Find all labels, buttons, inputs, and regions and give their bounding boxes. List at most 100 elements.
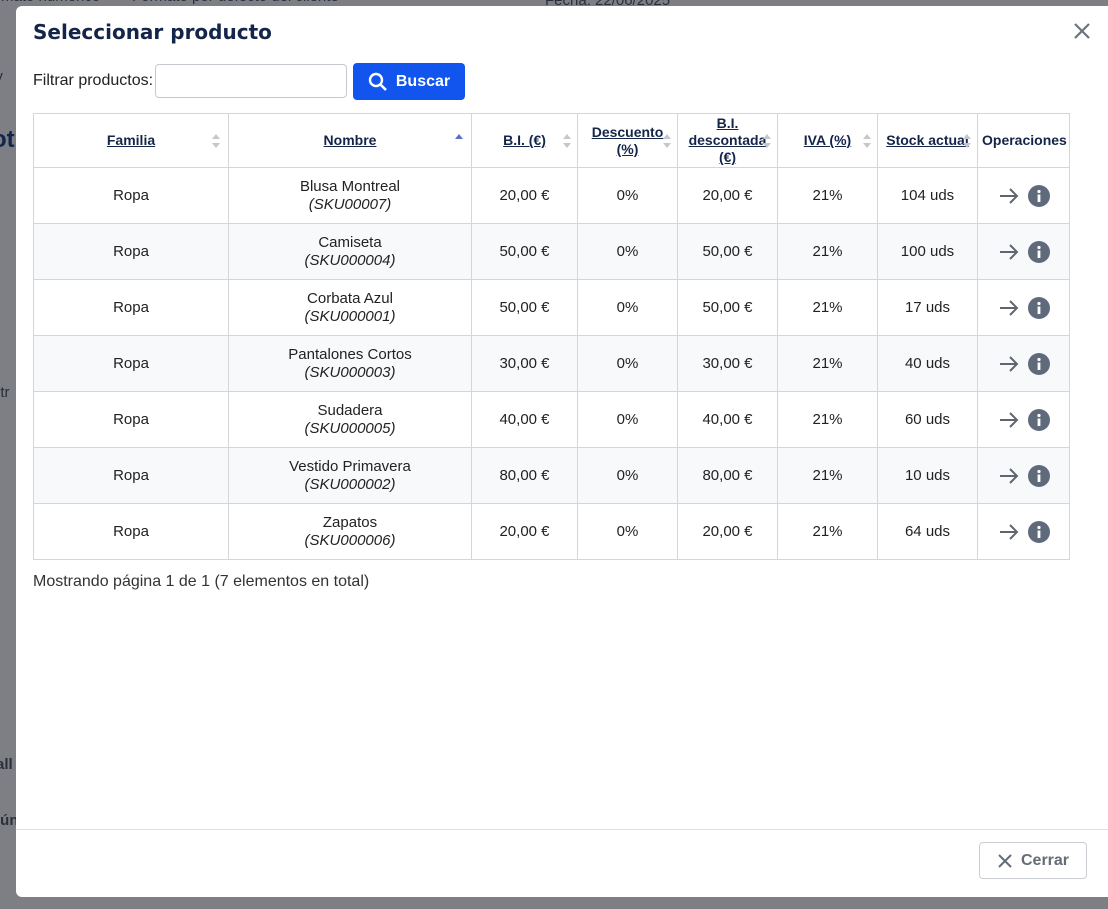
cell-value: 20,00 €	[677, 167, 778, 224]
background-text: lún	[0, 812, 19, 829]
product-name: Blusa Montreal	[299, 177, 401, 195]
close-x[interactable]	[1073, 22, 1091, 40]
select-arrow[interactable]	[998, 297, 1020, 319]
table-row: Ropa Pantalones Cortos (SKU000003) 30,00 €0…	[33, 335, 1070, 392]
cell-name: Pantalones Cortos (SKU000003)	[228, 335, 472, 392]
product-sku: (SKU000005)	[304, 419, 396, 437]
sort-icon	[763, 134, 771, 148]
sort-icon	[863, 134, 871, 148]
column-header[interactable]: Descuento (%)	[577, 113, 678, 168]
info-icon[interactable]	[1027, 184, 1050, 207]
close-label: Cerrar	[1020, 851, 1070, 869]
column-header[interactable]: Stock actual	[877, 113, 978, 168]
column-header[interactable]: Nombre	[228, 113, 472, 168]
table-row: Ropa Vestido Primavera (SKU000002) 80,00 €0…	[33, 447, 1070, 504]
cell-family: Ropa	[33, 335, 229, 392]
cell-operations	[977, 167, 1070, 224]
select-arrow[interactable]	[998, 241, 1020, 263]
product-name: Sudadera	[317, 401, 383, 419]
cell-operations	[977, 223, 1070, 280]
column-title: Familia	[106, 132, 156, 148]
cell-value: 50,00 €	[471, 279, 578, 336]
footer-separator	[16, 829, 1108, 830]
cell-value: 0%	[577, 391, 678, 448]
product-sku: (SKU000006)	[304, 531, 396, 549]
search-button[interactable]: Buscar	[353, 63, 465, 100]
cell-value: 0%	[577, 223, 678, 280]
cell-operations	[977, 503, 1070, 560]
select-arrow[interactable]	[998, 465, 1020, 487]
cell-value: 0%	[577, 335, 678, 392]
cell-value: 0%	[577, 447, 678, 504]
select-arrow[interactable]	[998, 185, 1020, 207]
cell-name: Blusa Montreal (SKU00007)	[228, 167, 472, 224]
header-row: Familia Nombre B.I. (€) Descuento (%) B.I. d…	[33, 113, 1070, 168]
column-title: Nombre	[323, 132, 377, 148]
product-sku: (SKU000001)	[304, 307, 396, 325]
cell-operations	[977, 279, 1070, 336]
select-arrow[interactable]	[998, 353, 1020, 375]
background-text: Fecha: 22/06/2025	[545, 0, 671, 9]
cell-value: 21%	[777, 391, 878, 448]
filter-input[interactable]	[155, 64, 347, 98]
cell-operations	[977, 335, 1070, 392]
cell-value: 17 uds	[877, 279, 978, 336]
info-icon[interactable]	[1027, 520, 1050, 543]
cell-value: 0%	[577, 503, 678, 560]
filter-label: Filtrar productos:	[33, 72, 154, 89]
background-text: otr	[0, 384, 10, 401]
cell-value: 50,00 €	[677, 279, 778, 336]
pagination-text: Mostrando página 1 de 1 (7 elementos en …	[33, 573, 370, 590]
info-icon[interactable]	[1027, 296, 1050, 319]
background-text: Formato por defecto del cliente	[132, 0, 339, 5]
sort-icon	[563, 134, 571, 148]
info-icon[interactable]	[1027, 352, 1050, 375]
info-icon[interactable]	[1027, 240, 1050, 263]
sort-icon	[212, 134, 220, 148]
cell-value: 21%	[777, 279, 878, 336]
cell-value: 64 uds	[877, 503, 978, 560]
product-name: Corbata Azul	[307, 289, 393, 307]
product-name: Zapatos	[322, 513, 378, 531]
cell-value: 10 uds	[877, 447, 978, 504]
info-icon[interactable]	[1027, 464, 1050, 487]
product-name: Vestido Primavera	[289, 457, 411, 475]
search-label: Buscar	[395, 72, 451, 90]
background-text: rmato numérico	[0, 0, 100, 5]
cell-value: 60 uds	[877, 391, 978, 448]
cell-value: 40 uds	[877, 335, 978, 392]
info-icon[interactable]	[1027, 408, 1050, 431]
close-button[interactable]: Cerrar	[979, 842, 1087, 879]
background-text: ot	[0, 126, 15, 153]
cell-value: 21%	[777, 503, 878, 560]
table-row: Ropa Sudadera (SKU000005) 40,00 €0% 40,00 €2…	[33, 391, 1070, 448]
column-header[interactable]: Familia	[33, 113, 229, 168]
cell-value: 0%	[577, 279, 678, 336]
column-title: B.I. (€)	[503, 132, 546, 148]
cell-value: 80,00 €	[471, 447, 578, 504]
cell-value: 80,00 €	[677, 447, 778, 504]
sort-icon	[963, 134, 971, 148]
cell-value: 40,00 €	[677, 391, 778, 448]
cell-value: 21%	[777, 335, 878, 392]
select-arrow[interactable]	[998, 409, 1020, 431]
product-sku: (SKU00007)	[308, 195, 392, 213]
table-row: Ropa Camiseta (SKU000004) 50,00 €0% 50,00 €2…	[33, 223, 1070, 280]
cell-value: 40,00 €	[471, 391, 578, 448]
cell-name: Vestido Primavera (SKU000002)	[228, 447, 472, 504]
product-sku: (SKU000002)	[304, 475, 396, 493]
cell-name: Corbata Azul (SKU000001)	[228, 279, 472, 336]
cell-family: Ropa	[33, 503, 229, 560]
column-title: Operaciones	[982, 132, 1067, 148]
column-header[interactable]: IVA (%)	[777, 113, 878, 168]
cell-family: Ropa	[33, 391, 229, 448]
column-header[interactable]: B.I. (€)	[471, 113, 578, 168]
select-arrow[interactable]	[998, 521, 1020, 543]
cell-family: Ropa	[33, 167, 229, 224]
table-body: Ropa Blusa Montreal (SKU00007) 20,00 €0% 20,…	[33, 167, 1070, 560]
product-name: Camiseta	[318, 233, 382, 251]
sort-icon	[455, 134, 463, 139]
column-title: IVA (%)	[803, 132, 852, 148]
column-header[interactable]: B.I. descontada (€)	[677, 113, 778, 168]
